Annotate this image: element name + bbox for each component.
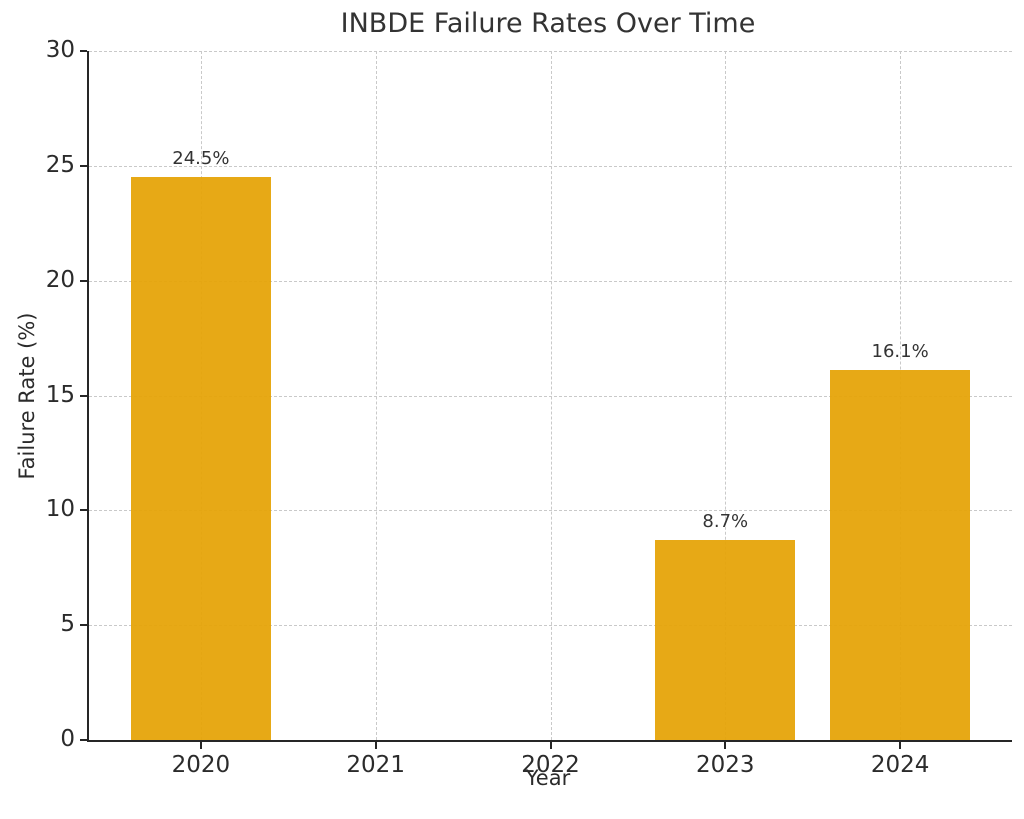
x-axis-tick bbox=[899, 742, 902, 749]
x-axis-label: Year bbox=[525, 766, 571, 790]
y-axis-tick bbox=[80, 279, 87, 282]
x-tick-label: 2023 bbox=[696, 752, 755, 778]
bar-value-label: 8.7% bbox=[702, 511, 749, 533]
y-axis-tick bbox=[80, 164, 87, 167]
y-axis-tick bbox=[80, 739, 87, 741]
x-axis-tick bbox=[724, 742, 727, 749]
y-tick-label: 0 bbox=[60, 725, 75, 752]
x-axis-tick bbox=[199, 742, 202, 749]
bar-value-label: 24.5% bbox=[172, 148, 230, 170]
y-tick-label: 20 bbox=[45, 266, 75, 293]
gridline-vertical bbox=[375, 51, 377, 740]
y-tick-label: 15 bbox=[45, 381, 75, 408]
x-tick-label: 2022 bbox=[521, 752, 580, 778]
chart-title: INBDE Failure Rates Over Time bbox=[340, 8, 756, 39]
y-tick-label: 10 bbox=[45, 496, 75, 523]
y-axis-label: Failure Rate (%) bbox=[15, 312, 39, 480]
y-axis-tick bbox=[80, 50, 87, 52]
bar-value-label: 16.1% bbox=[871, 341, 929, 363]
gridline-vertical bbox=[550, 51, 552, 740]
x-tick-label: 2024 bbox=[870, 752, 930, 778]
y-tick-label: 25 bbox=[45, 151, 75, 178]
bar-2020 bbox=[130, 177, 271, 740]
y-axis-tick bbox=[80, 394, 87, 397]
x-tick-label: 2021 bbox=[346, 752, 405, 778]
y-tick-label: 5 bbox=[60, 611, 75, 638]
plot-area: 0 5 10 15 20 25 30 2020 2021 2022 2023 2024 24.5% 8.7… bbox=[46, 37, 1012, 778]
y-axis-tick bbox=[80, 624, 87, 627]
y-tick-label: 30 bbox=[45, 36, 75, 63]
y-axis-tick bbox=[80, 509, 87, 512]
bar-2023 bbox=[655, 540, 796, 740]
x-axis-tick bbox=[549, 742, 552, 749]
bar-2024 bbox=[830, 370, 971, 740]
x-tick-label: 2020 bbox=[171, 752, 231, 778]
gridline-vertical bbox=[725, 51, 727, 740]
x-axis-tick bbox=[374, 742, 377, 749]
